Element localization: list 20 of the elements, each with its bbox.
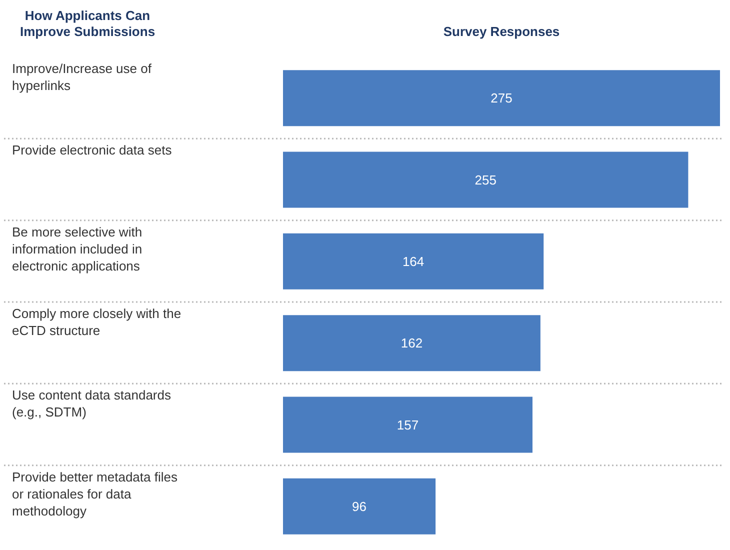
data-label: 255 — [474, 172, 496, 188]
y-tick-label: Be more selective with information included in electronic applications — [12, 224, 142, 274]
bar — [283, 315, 540, 372]
y-tick-label: Use content data standards (e.g., SDTM) — [12, 388, 172, 420]
bar — [283, 152, 688, 208]
y-tick-label: Provide electronic data sets — [12, 142, 172, 158]
y-tick-label: Comply more closely with the eCTD structure — [12, 306, 182, 338]
data-label: 162 — [400, 336, 423, 351]
y-axis-title: How Applicants Can Improve Submissions — [18, 8, 156, 40]
bar — [283, 396, 532, 453]
bar — [283, 233, 544, 290]
x-axis-title: Survey Responses — [442, 24, 561, 39]
data-label: 157 — [396, 417, 419, 432]
data-label: 96 — [352, 499, 367, 514]
bar — [283, 70, 720, 126]
data-label: 275 — [490, 90, 512, 106]
y-tick-label: Provide better metadata files or rationales for data methodology — [12, 469, 178, 518]
y-tick-label: Improve/Increase use of hyperlinks — [12, 61, 152, 93]
bar — [283, 478, 436, 534]
data-label: 164 — [402, 254, 424, 270]
